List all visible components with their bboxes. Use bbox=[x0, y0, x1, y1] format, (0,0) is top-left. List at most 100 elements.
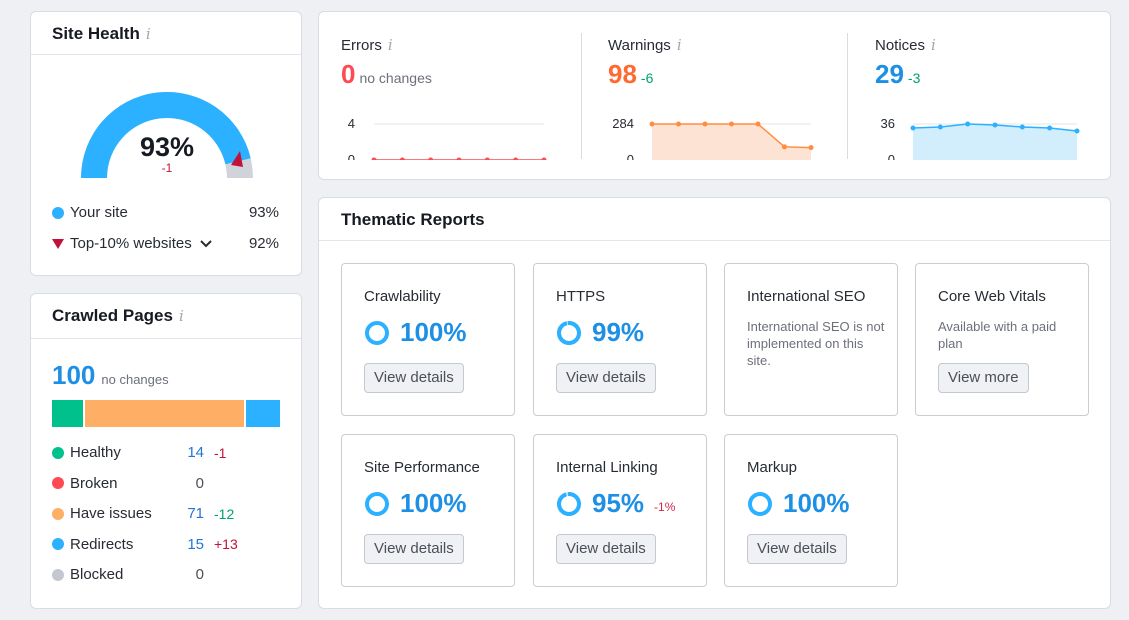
data-point[interactable] bbox=[1019, 124, 1025, 130]
crawled-total-value[interactable]: 100 bbox=[52, 360, 96, 390]
crawled-pages-bar bbox=[52, 400, 280, 427]
data-point[interactable] bbox=[782, 144, 787, 150]
errors-change: no changes bbox=[359, 70, 432, 86]
thematic-report-card[interactable]: Site Performance 100% View details bbox=[341, 434, 515, 587]
data-point[interactable] bbox=[1047, 125, 1053, 131]
crawl-bar-segment[interactable] bbox=[246, 400, 280, 427]
data-point[interactable] bbox=[992, 122, 998, 128]
warnings-label: Warnings bbox=[608, 37, 671, 54]
warnings-section[interactable]: Warnings i 98 -6 284 0 bbox=[608, 12, 848, 181]
crawl-row-count[interactable]: 0 bbox=[195, 566, 204, 583]
crawl-bar-segment[interactable] bbox=[52, 400, 84, 427]
crawled-pages-header: Crawled Pages i bbox=[52, 306, 184, 326]
y-tick-label: 0 bbox=[627, 152, 634, 160]
status-dot-icon bbox=[52, 477, 64, 489]
notices-chart: 36 0 bbox=[881, 116, 1080, 160]
info-icon[interactable]: i bbox=[387, 36, 393, 54]
site-health-change: -1 bbox=[161, 161, 173, 175]
legend-value: 92% bbox=[248, 235, 279, 252]
thematic-report-card[interactable]: Internal Linking 95% -1% View details bbox=[533, 434, 707, 587]
divider bbox=[319, 240, 1110, 241]
crawl-row[interactable]: Blocked 0 bbox=[52, 566, 282, 583]
site-health-gauge bbox=[80, 91, 253, 178]
data-point[interactable] bbox=[399, 157, 405, 161]
notices-value-row: 29 -3 bbox=[875, 59, 920, 90]
report-score: 95% -1% bbox=[556, 488, 675, 519]
data-point[interactable] bbox=[484, 157, 490, 161]
data-point[interactable] bbox=[702, 121, 708, 127]
legend-label: Your site bbox=[70, 204, 128, 221]
crawl-row-count[interactable]: 71 bbox=[187, 505, 204, 522]
crawl-row[interactable]: Redirects 15 +13 bbox=[52, 536, 282, 553]
crawl-row[interactable]: Healthy 14 -1 bbox=[52, 444, 282, 461]
info-icon[interactable]: i bbox=[145, 25, 151, 43]
errors-value-row: 0 no changes bbox=[341, 59, 432, 90]
report-score: 100% bbox=[747, 488, 850, 519]
thematic-report-card[interactable]: Markup 100% View details bbox=[724, 434, 898, 587]
errors-label-row: Errors i bbox=[341, 36, 393, 54]
data-point[interactable] bbox=[729, 121, 734, 127]
progress-ring-icon bbox=[365, 320, 389, 345]
series-area bbox=[913, 124, 1077, 160]
crawled-total: 100 no changes bbox=[52, 360, 169, 391]
thematic-report-card[interactable]: Crawlability 100% View details bbox=[341, 263, 515, 416]
report-score: 99% bbox=[556, 317, 644, 348]
data-point[interactable] bbox=[937, 124, 943, 130]
data-point[interactable] bbox=[428, 157, 434, 161]
crawled-total-change: no changes bbox=[101, 372, 169, 387]
notices-label-row: Notices i bbox=[875, 36, 936, 54]
legend-top10[interactable]: Top-10% websites 92% bbox=[52, 235, 279, 252]
crawl-row-count[interactable]: 15 bbox=[187, 535, 204, 553]
view-details-button[interactable]: View more bbox=[938, 363, 1029, 393]
report-score-value: 95% bbox=[592, 488, 645, 518]
crawl-row[interactable]: Have issues 71 -12 bbox=[52, 505, 282, 522]
report-title: Markup bbox=[747, 459, 798, 476]
data-point[interactable] bbox=[541, 157, 547, 161]
thematic-report-card[interactable]: International SEO International SEO is no… bbox=[724, 263, 898, 416]
crawl-row-label: Redirects bbox=[70, 535, 134, 553]
report-description: International SEO is not implemented on … bbox=[747, 319, 885, 368]
data-point[interactable] bbox=[456, 157, 462, 161]
crawl-row-count[interactable]: 0 bbox=[195, 474, 204, 492]
report-title: Internal Linking bbox=[556, 459, 658, 476]
site-health-header: Site Health i bbox=[52, 24, 151, 44]
status-dot-icon bbox=[52, 507, 64, 520]
data-point[interactable] bbox=[513, 157, 519, 161]
crawl-bar-segment[interactable] bbox=[85, 400, 245, 427]
data-point[interactable] bbox=[371, 157, 377, 161]
report-score-value: 100% bbox=[400, 317, 467, 347]
report-title: Core Web Vitals bbox=[938, 288, 1046, 305]
data-point[interactable] bbox=[965, 121, 971, 127]
status-dot-icon bbox=[52, 538, 64, 550]
crawled-pages-title: Crawled Pages bbox=[52, 306, 173, 325]
data-point[interactable] bbox=[649, 121, 655, 127]
crawl-row-count[interactable]: 14 bbox=[187, 444, 204, 461]
data-point[interactable] bbox=[910, 125, 916, 131]
y-tick-label: 4 bbox=[348, 116, 355, 131]
info-icon[interactable]: i bbox=[178, 307, 184, 325]
data-point[interactable] bbox=[1074, 128, 1080, 134]
triangle-down-icon bbox=[52, 238, 64, 249]
thematic-report-card[interactable]: Core Web Vitals Available with a paid pla… bbox=[915, 263, 1089, 416]
status-dot-icon bbox=[52, 568, 64, 581]
info-icon[interactable]: i bbox=[676, 36, 682, 54]
divider bbox=[581, 33, 582, 159]
data-point[interactable] bbox=[676, 121, 681, 127]
warnings-change: -6 bbox=[640, 70, 654, 86]
view-details-button[interactable]: View details bbox=[364, 363, 464, 393]
thematic-report-card[interactable]: HTTPS 99% View details bbox=[533, 263, 707, 416]
report-title: Crawlability bbox=[364, 288, 441, 305]
view-details-button[interactable]: View details bbox=[747, 534, 847, 564]
info-icon[interactable]: i bbox=[931, 36, 936, 54]
view-details-button[interactable]: View details bbox=[556, 534, 656, 564]
data-point[interactable] bbox=[808, 145, 814, 151]
view-details-button[interactable]: View details bbox=[556, 363, 656, 393]
crawl-row-delta: -1 bbox=[214, 444, 227, 461]
notices-section[interactable]: Notices i 29 -3 36 0 bbox=[875, 12, 1105, 181]
chevron-down-icon[interactable] bbox=[200, 239, 212, 249]
data-point[interactable] bbox=[755, 121, 761, 127]
crawl-row[interactable]: Broken 0 bbox=[52, 475, 282, 492]
crawl-row-delta: -12 bbox=[214, 505, 235, 522]
view-details-button[interactable]: View details bbox=[364, 534, 464, 564]
